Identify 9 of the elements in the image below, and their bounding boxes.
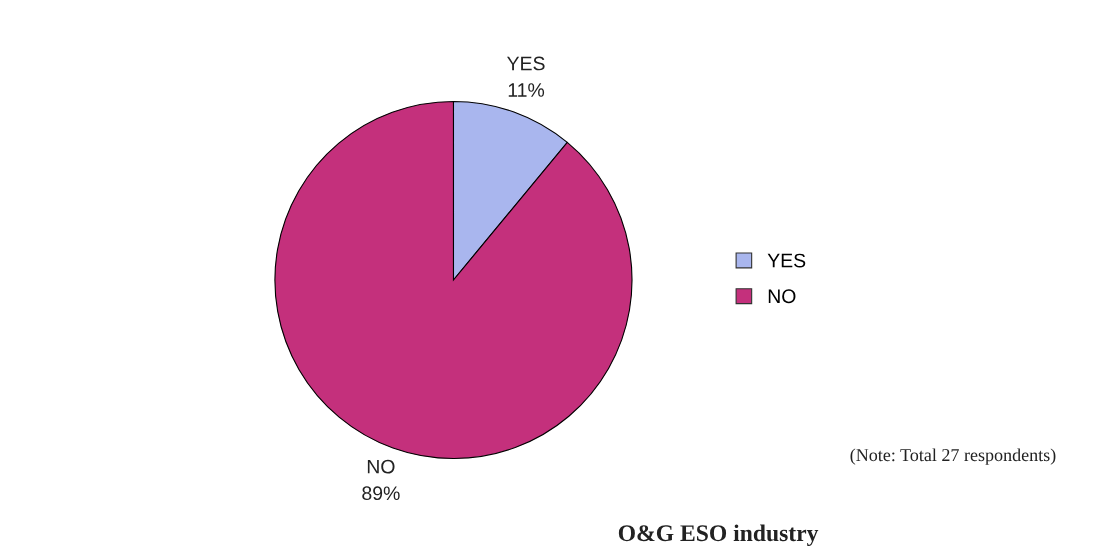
pie-slice	[274, 100, 633, 460]
slice-label: YES	[507, 56, 545, 71]
slice-label: NO	[367, 459, 395, 474]
text: (Note: Total 27 respondents)	[850, 448, 1056, 465]
legend-label: NO	[768, 289, 796, 304]
data-label: 89%	[362, 486, 400, 501]
text: O&G ESO industry	[618, 524, 819, 546]
data-label: 11%	[508, 83, 545, 97]
legend-label: YES	[767, 253, 806, 268]
